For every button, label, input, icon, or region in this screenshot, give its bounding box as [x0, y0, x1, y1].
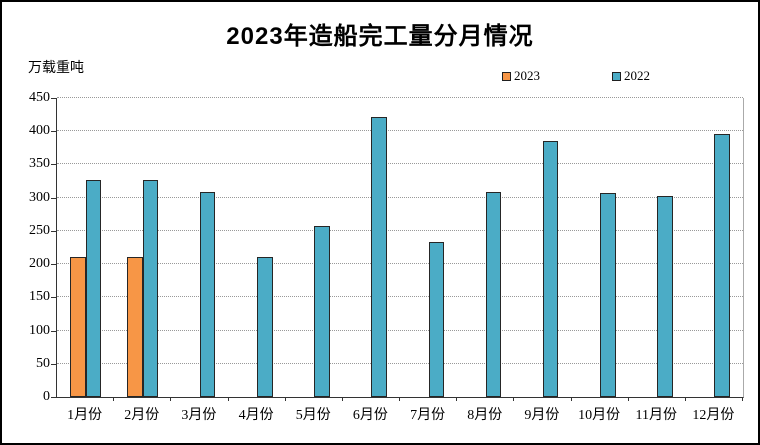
bar-2022-2月份: [142, 179, 159, 397]
gridline-300: [57, 196, 743, 198]
x-axis-tick-mark: [456, 397, 458, 401]
y-axis-tick-label-150: 150: [29, 289, 50, 305]
x-axis-label-10月份: 10月份: [578, 408, 621, 423]
x-axis-label-7月份: 7月份: [410, 408, 446, 423]
bar-2023-1月份: [70, 256, 86, 397]
bar-2022-6月份: [371, 117, 387, 397]
bar-2022-10月份: [600, 193, 616, 397]
y-axis-tick-mark: [51, 397, 56, 398]
bar-2022-4月份: [257, 257, 273, 397]
bar-2022-9月份: [542, 140, 559, 397]
y-axis-tick-mark: [51, 264, 56, 266]
gridline-350: [57, 163, 743, 165]
x-axis-label-9月份: 9月份: [524, 408, 560, 423]
x-axis-tick-mark: [284, 397, 286, 401]
legend-label-2022: 2022: [624, 68, 650, 83]
x-axis-tick-mark: [570, 397, 572, 401]
plot-area: [56, 97, 744, 398]
x-axis-tick-mark: [399, 397, 400, 401]
y-axis-tick-mark: [51, 98, 56, 99]
y-axis-tick-label-200: 200: [29, 256, 50, 272]
bar-2022-3月份: [199, 192, 216, 397]
x-axis-tick-mark: [341, 397, 343, 401]
x-axis-label-4月份: 4月份: [238, 408, 274, 423]
bar-2022-1月份: [85, 179, 102, 397]
legend-swatch-2022: [612, 71, 621, 81]
x-axis-tick-mark: [170, 397, 172, 401]
y-axis-tick-label-450: 450: [29, 90, 50, 105]
x-axis-label-5月份: 5月份: [295, 408, 331, 423]
x-axis-label-2月份: 2月份: [124, 408, 160, 423]
x-axis-tick-mark: [227, 397, 229, 401]
legend-item-2023: 2023: [502, 68, 540, 84]
y-axis-tick-mark: [51, 297, 56, 299]
y-axis-tick-label-0: 0: [43, 389, 50, 404]
gridline-250: [57, 229, 743, 231]
y-axis-tick-mark: [51, 197, 56, 199]
gridline-150: [57, 296, 743, 298]
y-axis-tick-mark: [51, 131, 56, 133]
legend-item-2022: 2022: [612, 68, 650, 84]
legend-label-2023: 2023: [514, 68, 540, 83]
x-axis-label-3月份: 3月份: [181, 408, 217, 423]
x-axis-tick-mark: [684, 397, 686, 401]
x-axis-label-6月份: 6月份: [352, 408, 388, 423]
x-axis-label-11月份: 11月份: [635, 408, 677, 423]
y-axis-tick-label-100: 100: [29, 322, 50, 338]
gridline-450: [57, 97, 743, 98]
gridline-100: [57, 329, 743, 331]
y-axis-tick-mark: [51, 363, 56, 365]
x-axis-tick-mark: [742, 397, 743, 401]
y-axis-tick-mark: [51, 164, 56, 166]
y-axis-tick-label-300: 300: [29, 189, 50, 205]
y-axis-tick-mark: [51, 230, 56, 232]
bar-2022-7月份: [428, 241, 445, 397]
y-axis-tick-label-250: 250: [29, 222, 50, 238]
bar-2022-5月份: [314, 226, 330, 397]
bar-2022-8月份: [485, 192, 502, 397]
y-axis-tick-label-50: 50: [36, 355, 50, 371]
gridline-200: [57, 263, 743, 265]
gridline-400: [57, 130, 743, 132]
x-axis-tick-mark: [627, 397, 629, 401]
y-axis-tick-label-350: 350: [29, 156, 50, 172]
bar-2022-12月份: [714, 133, 730, 397]
x-axis-tick-mark: [113, 397, 115, 401]
x-axis-label-1月份: 1月份: [67, 408, 103, 423]
x-axis-tick-mark: [513, 397, 515, 401]
x-axis-label-8月份: 8月份: [467, 408, 503, 423]
y-axis-tick-label-400: 400: [29, 123, 50, 139]
bar-2023-2月份: [127, 256, 143, 397]
y-axis-tick-mark: [51, 330, 56, 332]
legend-swatch-2023: [502, 71, 511, 81]
y-axis-unit-label: 万载重吨: [28, 61, 84, 76]
chart-title: 2023年造船完工量分月情况: [226, 23, 534, 50]
bar-2022-11月份: [657, 196, 673, 397]
gridline-50: [57, 362, 743, 364]
x-axis-label-12月份: 12月份: [692, 408, 735, 423]
